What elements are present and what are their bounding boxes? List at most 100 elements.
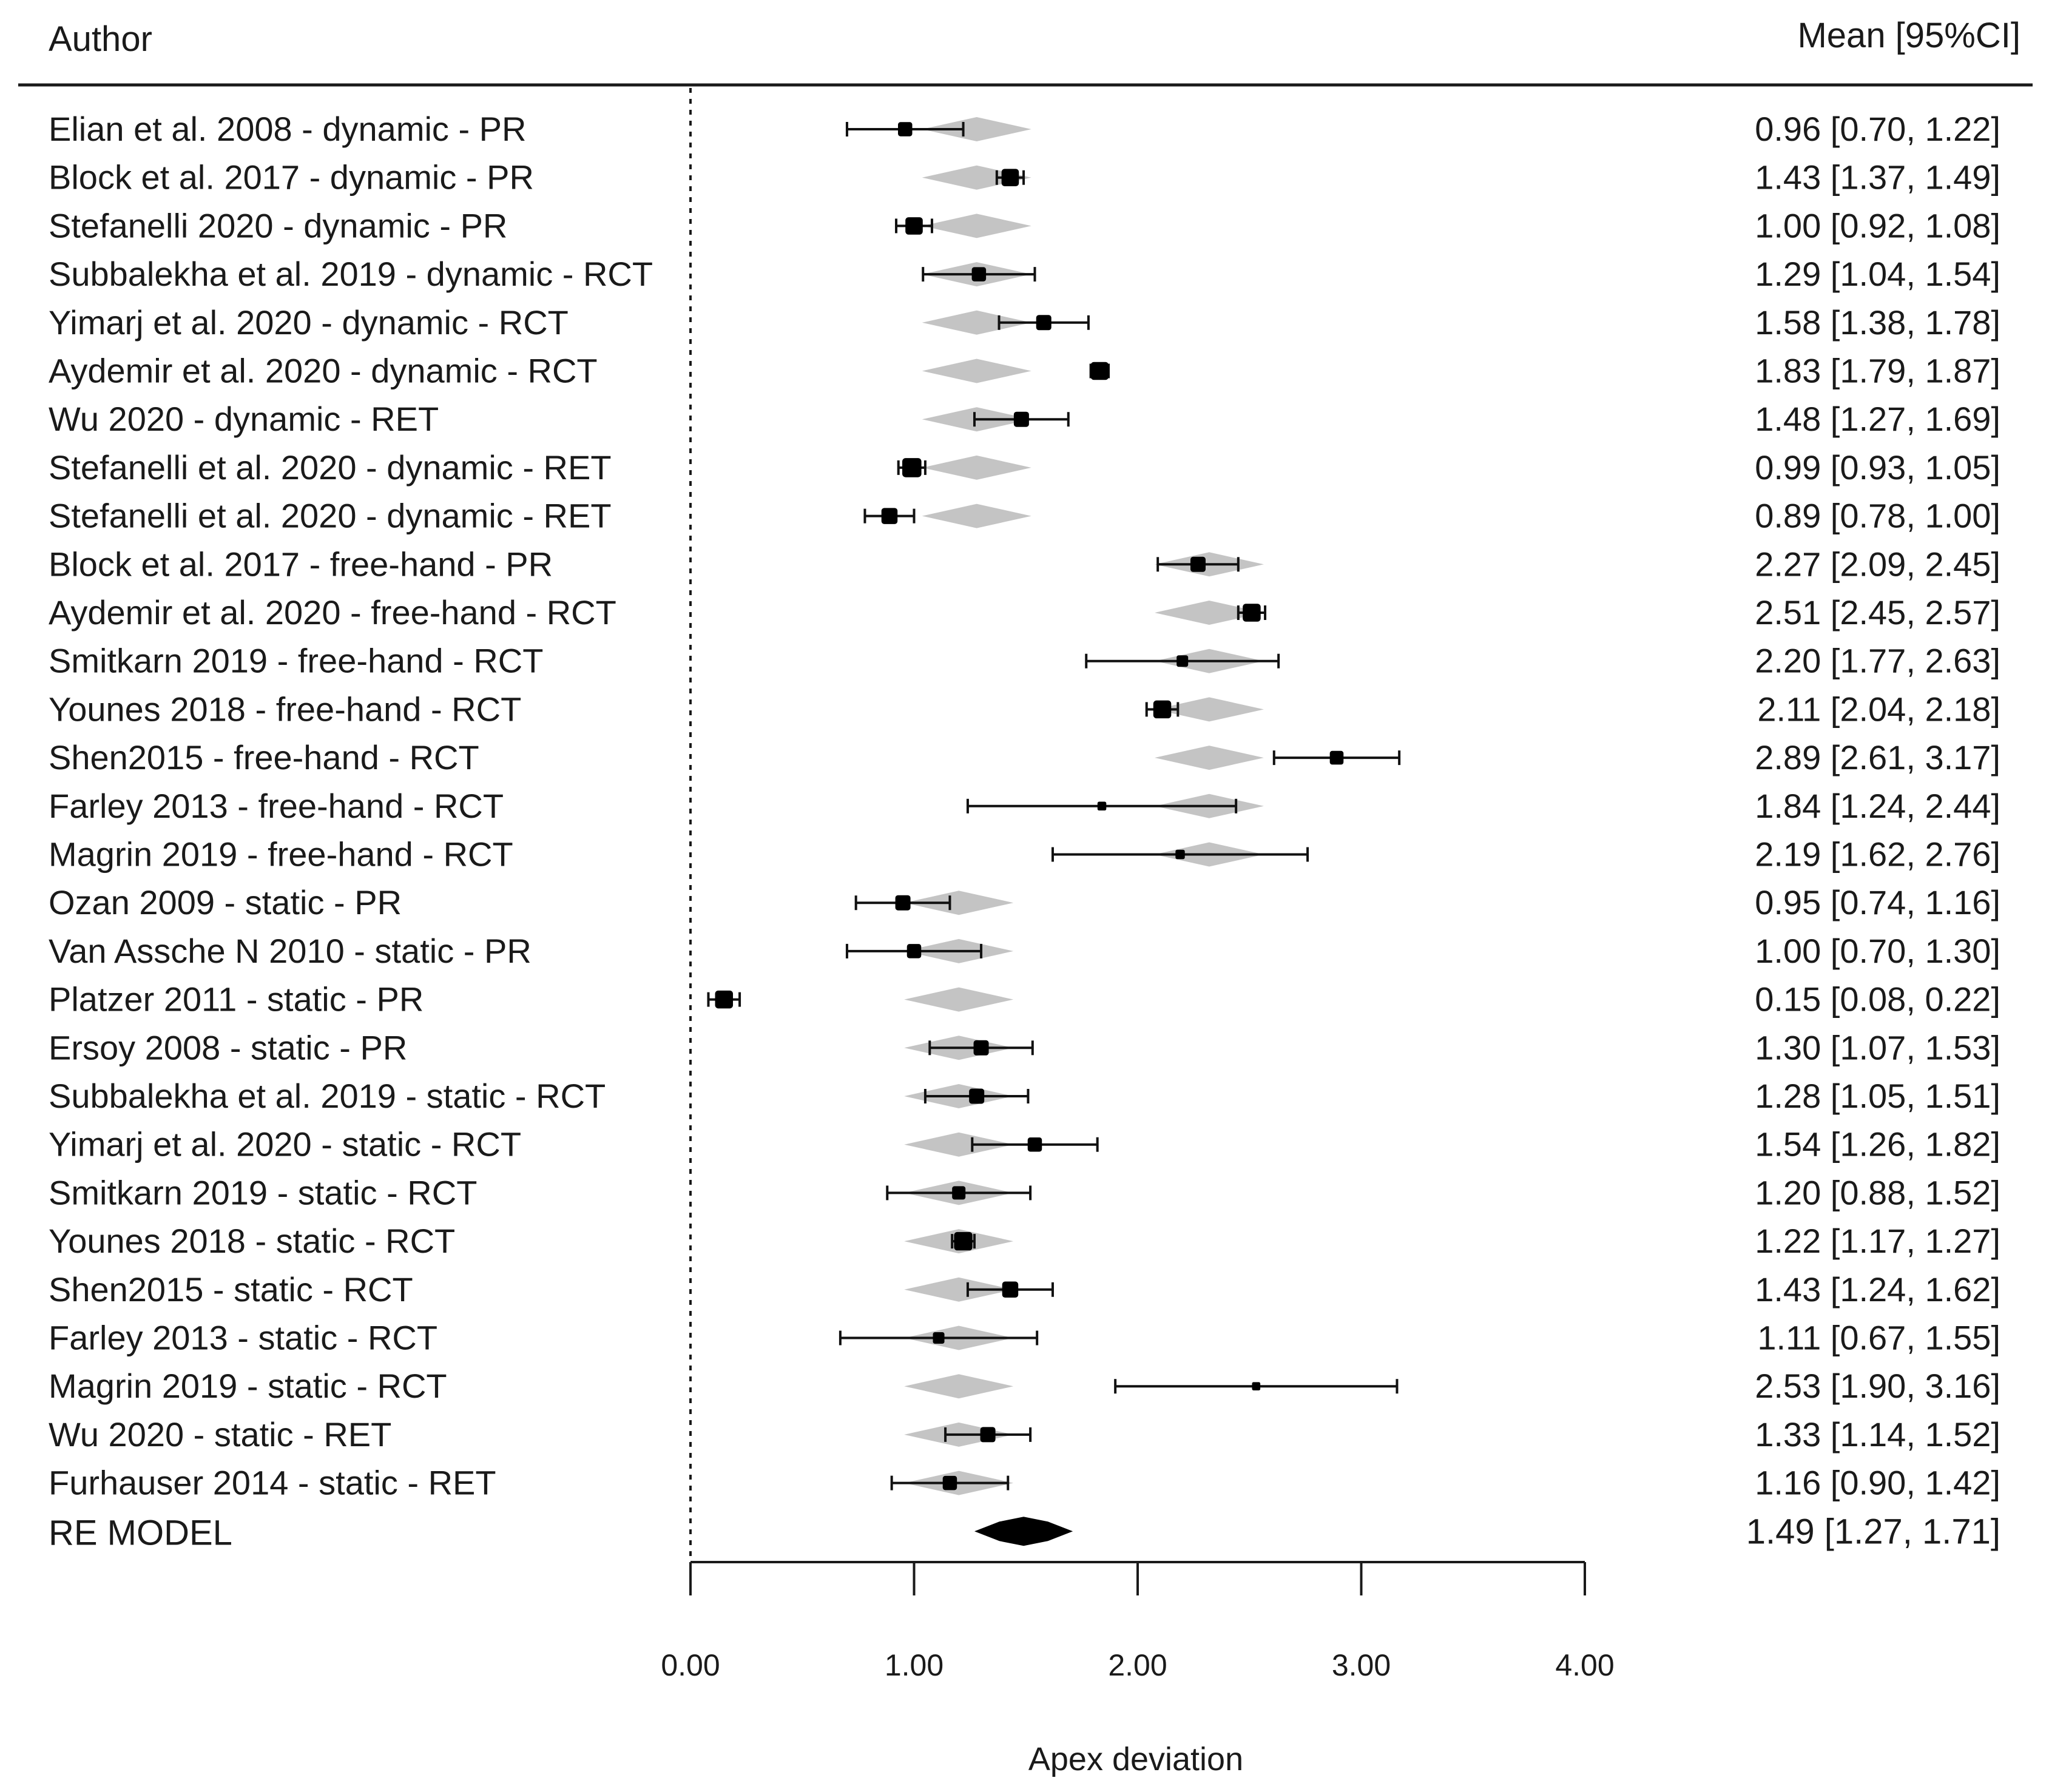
point-estimate-square [1090, 362, 1109, 380]
study-estimate-text: 2.19 [1.62, 2.76] [1755, 835, 2000, 874]
point-estimate-square [952, 1186, 966, 1200]
predicted-estimate-diamond [904, 1132, 1014, 1157]
study-row: Stefanelli et al. 2020 - dynamic - RET 0.… [49, 448, 2000, 487]
study-row: Magrin 2019 - free-hand - RCT 2.19 [1.62,… [49, 835, 2000, 874]
study-row: Stefanelli 2020 - dynamic - PR 1.00 [0.92… [49, 206, 2000, 244]
point-estimate-square [1176, 655, 1189, 667]
study-label: Ozan 2009 - static - PR [49, 883, 402, 921]
study-estimate-text: 1.00 [0.70, 1.30] [1755, 932, 2000, 970]
point-estimate-square [898, 122, 913, 136]
study-row: Aydemir et al. 2020 - free-hand - RCT 2.5… [49, 593, 2000, 632]
study-row: Shen2015 - static - RCT 1.43 [1.24, 1.62] [49, 1270, 2000, 1309]
predicted-estimate-diamond [904, 1374, 1014, 1399]
study-row: Ozan 2009 - static - PR 0.95 [0.74, 1.16] [49, 883, 2000, 921]
point-estimate-square [715, 990, 734, 1009]
study-label: Magrin 2019 - static - RCT [49, 1367, 447, 1405]
study-label: Elian et al. 2008 - dynamic - PR [49, 110, 526, 148]
study-estimate-text: 1.33 [1.14, 1.52] [1755, 1415, 2000, 1453]
study-estimate-text: 1.11 [0.67, 1.55] [1757, 1319, 2000, 1357]
predicted-estimate-diamond [904, 987, 1014, 1012]
predicted-estimate-diamond [922, 117, 1031, 141]
study-row: Furhauser 2014 - static - RET 1.16 [0.90,… [49, 1464, 2000, 1502]
study-row: Elian et al. 2008 - dynamic - PR 0.96 [0.… [49, 110, 2000, 148]
summary-row: RE MODEL 1.49 [1.27, 1.71] [49, 1512, 2000, 1552]
study-estimate-text: 2.20 [1.77, 2.63] [1755, 642, 2000, 680]
predicted-estimate-diamond [922, 214, 1031, 238]
point-estimate-square [933, 1332, 945, 1344]
point-estimate-square [1190, 556, 1206, 572]
study-estimate-text: 1.58 [1.38, 1.78] [1755, 303, 2000, 342]
point-estimate-square [1036, 315, 1052, 331]
study-label: Aydemir et al. 2020 - free-hand - RCT [49, 593, 616, 632]
study-row: Yimarj et al. 2020 - static - RCT 1.54 [1… [49, 1125, 2000, 1164]
x-tick-label: 4.00 [1555, 1648, 1614, 1682]
study-estimate-text: 1.54 [1.26, 1.82] [1755, 1125, 2000, 1164]
study-label: Subbalekha et al. 2019 - static - RCT [49, 1077, 606, 1115]
point-estimate-square [969, 1088, 985, 1104]
point-estimate-square [973, 1040, 989, 1056]
study-estimate-text: 1.28 [1.05, 1.51] [1755, 1077, 2000, 1115]
study-label: Stefanelli 2020 - dynamic - PR [49, 206, 507, 244]
study-estimate-text: 1.29 [1.04, 1.54] [1755, 255, 2000, 293]
predicted-estimate-diamond [904, 891, 1014, 915]
point-estimate-square [1027, 1137, 1042, 1152]
summary-estimate-text: 1.49 [1.27, 1.71] [1746, 1512, 2000, 1551]
point-estimate-square [1252, 1382, 1261, 1390]
study-label: Block et al. 2017 - free-hand - PR [49, 545, 553, 583]
study-estimate-text: 0.15 [0.08, 0.22] [1755, 980, 2000, 1019]
point-estimate-square [1243, 604, 1261, 622]
study-label: Van Assche N 2010 - static - PR [49, 932, 532, 970]
study-estimate-text: 2.89 [2.61, 3.17] [1755, 738, 2000, 776]
study-row: Block et al. 2017 - free-hand - PR 2.27 [… [49, 545, 2000, 583]
study-row: Smitkarn 2019 - static - RCT 1.20 [0.88, … [49, 1173, 2000, 1211]
point-estimate-square [902, 458, 922, 477]
summary-diamond [974, 1517, 1073, 1546]
study-label: Stefanelli et al. 2020 - dynamic - RET [49, 448, 612, 487]
study-label: Furhauser 2014 - static - RET [49, 1464, 496, 1502]
study-row: Van Assche N 2010 - static - PR 1.00 [0.7… [49, 932, 2000, 970]
predicted-estimate-diamond [1154, 746, 1264, 770]
point-estimate-square [1001, 169, 1019, 186]
header-mean-ci: Mean [95%CI] [1797, 16, 2020, 55]
study-row: Platzer 2011 - static - PR 0.15 [0.08, 0.… [49, 980, 2000, 1019]
study-row: Shen2015 - free-hand - RCT 2.89 [2.61, 3.… [49, 738, 2000, 776]
point-estimate-square [1013, 411, 1029, 427]
x-tick-label: 1.00 [885, 1648, 943, 1682]
x-tick-label: 0.00 [661, 1648, 720, 1682]
study-row: Younes 2018 - free-hand - RCT 2.11 [2.04,… [49, 690, 2000, 728]
point-estimate-square [1097, 801, 1107, 811]
study-row: Ersoy 2008 - static - PR 1.30 [1.07, 1.53… [49, 1028, 2000, 1066]
study-row: Magrin 2019 - static - RCT 2.53 [1.90, 3.… [49, 1367, 2000, 1405]
point-estimate-square [971, 267, 987, 281]
study-estimate-text: 1.22 [1.17, 1.27] [1755, 1222, 2000, 1260]
study-estimate-text: 1.20 [0.88, 1.52] [1755, 1173, 2000, 1211]
point-estimate-square [905, 217, 923, 235]
study-label: Wu 2020 - dynamic - RET [49, 400, 439, 438]
study-estimate-text: 2.11 [2.04, 2.18] [1757, 690, 2000, 728]
study-row: Younes 2018 - static - RCT 1.22 [1.17, 1.… [49, 1222, 2000, 1260]
study-label: Yimarj et al. 2020 - static - RCT [49, 1125, 521, 1164]
header-author: Author [49, 19, 152, 59]
predicted-estimate-diamond [922, 310, 1031, 335]
study-estimate-text: 1.48 [1.27, 1.69] [1755, 400, 2000, 438]
study-row: Subbalekha et al. 2019 - static - RCT 1.2… [49, 1077, 2000, 1115]
predicted-estimate-diamond [922, 359, 1031, 383]
predicted-estimate-diamond [904, 1277, 1014, 1302]
study-rows: Elian et al. 2008 - dynamic - PR 0.96 [0.… [49, 110, 2000, 1552]
predicted-estimate-diamond [922, 504, 1031, 528]
point-estimate-square [1329, 750, 1344, 765]
study-row: Farley 2013 - static - RCT 1.11 [0.67, 1.… [49, 1319, 2000, 1357]
predicted-estimate-diamond [1154, 601, 1264, 625]
x-tick-label: 3.00 [1332, 1648, 1391, 1682]
study-row: Wu 2020 - dynamic - RET 1.48 [1.27, 1.69] [49, 400, 2000, 438]
summary-label: RE MODEL [49, 1513, 232, 1552]
study-estimate-text: 1.00 [0.92, 1.08] [1755, 206, 2000, 244]
study-label: Smitkarn 2019 - free-hand - RCT [49, 642, 543, 680]
study-row: Stefanelli et al. 2020 - dynamic - RET 0.… [49, 497, 2000, 535]
study-row: Smitkarn 2019 - free-hand - RCT 2.20 [1.7… [49, 642, 2000, 680]
predicted-estimate-diamond [922, 455, 1031, 480]
point-estimate-square [1153, 700, 1172, 719]
study-estimate-text: 1.83 [1.79, 1.87] [1755, 352, 2000, 390]
predicted-estimate-diamond [1154, 697, 1264, 722]
